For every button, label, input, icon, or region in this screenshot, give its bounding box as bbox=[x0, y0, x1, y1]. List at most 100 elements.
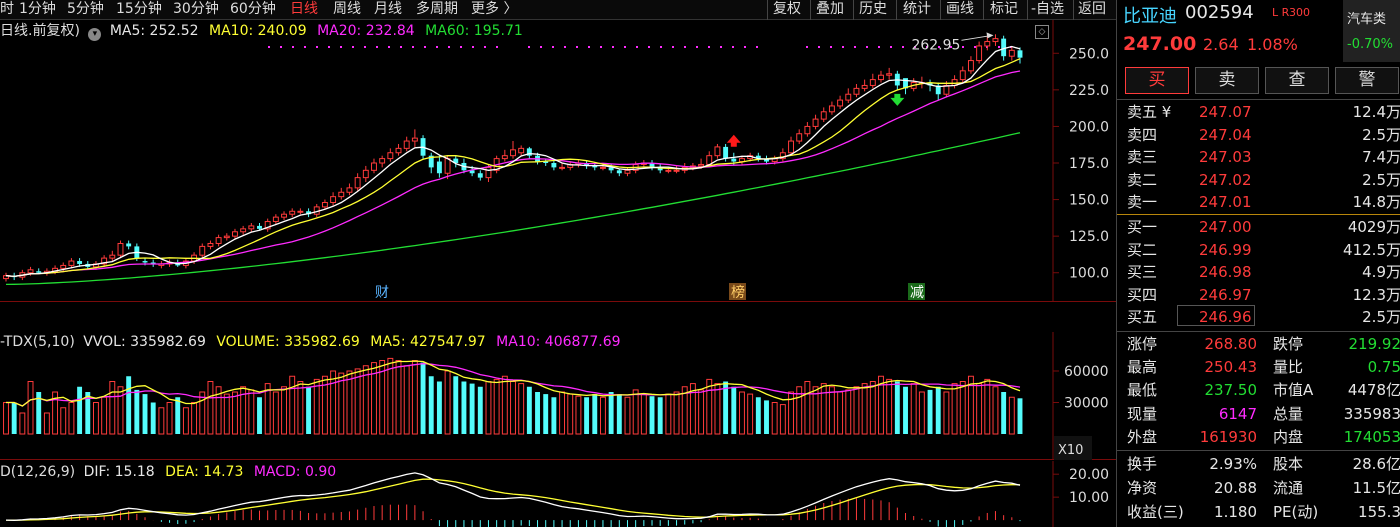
volume-bar-down bbox=[461, 381, 467, 434]
orderbook-label: 买一 bbox=[1127, 218, 1158, 236]
candle-up bbox=[60, 264, 67, 269]
tool-mark[interactable]: 标记 bbox=[990, 1, 1018, 17]
volume-bar-down bbox=[77, 386, 83, 434]
volume-bar-up bbox=[559, 391, 566, 435]
period-weekly[interactable]: 周线 bbox=[333, 1, 361, 17]
volume-bar-down bbox=[142, 394, 148, 434]
dotted-guide bbox=[424, 46, 426, 48]
dotted-guide bbox=[496, 46, 498, 48]
volume-bar-down bbox=[134, 389, 140, 434]
dotted-guide bbox=[552, 46, 554, 48]
volume-bar-up bbox=[681, 386, 688, 435]
candle-up bbox=[117, 242, 124, 256]
volume-bar-up bbox=[215, 386, 222, 435]
volume-bar-up bbox=[338, 372, 345, 435]
bid-row[interactable]: 买四 246.97 12.3万 bbox=[1117, 284, 1400, 306]
period-5min[interactable]: 5分钟 bbox=[67, 1, 104, 17]
volume-bar-down bbox=[657, 397, 663, 434]
period-multi[interactable]: 多周期 bbox=[416, 1, 458, 17]
dotted-guide bbox=[400, 46, 402, 48]
buy-button[interactable]: 买 bbox=[1125, 67, 1189, 94]
period-1min[interactable]: 1分钟 bbox=[19, 1, 56, 17]
tool-overlay[interactable]: 叠加 bbox=[816, 1, 844, 17]
dotted-guide bbox=[950, 46, 952, 48]
orderbook-price: 246.96 bbox=[1199, 308, 1252, 327]
tool-back[interactable]: 返回 bbox=[1078, 1, 1106, 17]
orderbook-price: 246.97 bbox=[1199, 285, 1252, 304]
divider bbox=[1117, 450, 1400, 451]
candle-down bbox=[526, 148, 532, 156]
dotted-guide bbox=[624, 46, 626, 48]
stock-tags: L R bbox=[1272, 6, 1290, 19]
volume-bar-up bbox=[967, 375, 974, 435]
tool-history[interactable]: 历史 bbox=[859, 1, 887, 17]
dotted-guide bbox=[636, 46, 638, 48]
tool-draw[interactable]: 画线 bbox=[946, 1, 974, 17]
dotted-guide bbox=[732, 46, 734, 48]
y-tick-label: 10.00 bbox=[1069, 490, 1109, 506]
period-60min[interactable]: 60分钟 bbox=[230, 1, 276, 17]
period-daily[interactable]: 日线 bbox=[290, 1, 318, 17]
stat-label: 换手 bbox=[1127, 455, 1158, 473]
period-monthly[interactable]: 月线 bbox=[374, 1, 402, 17]
ask-row[interactable]: 卖一 247.01 14.8万 bbox=[1117, 191, 1400, 213]
volume-bar-up bbox=[501, 375, 508, 435]
candle-up bbox=[779, 152, 786, 160]
dotted-guide bbox=[280, 46, 282, 48]
candle-down bbox=[436, 161, 442, 174]
volume-bar-up bbox=[714, 383, 721, 435]
stat-row: 最高 250.43 量比 0.75 bbox=[1117, 356, 1400, 378]
volume-ma10-line bbox=[6, 362, 1021, 407]
volume-bar-up bbox=[403, 365, 410, 435]
bid-row[interactable]: 买一 247.00 4029万 bbox=[1117, 216, 1400, 238]
period-more[interactable]: 更多 〉 bbox=[471, 1, 518, 17]
candle-down bbox=[1001, 38, 1007, 57]
volume-bar-up bbox=[199, 391, 206, 435]
tool-remove-watchlist[interactable]: -自选 bbox=[1031, 1, 1065, 17]
alert-button[interactable]: 警 bbox=[1335, 67, 1399, 94]
ask-row[interactable]: 卖四 247.04 2.5万 bbox=[1117, 124, 1400, 146]
orderbook-label: 买五 bbox=[1127, 308, 1158, 327]
volume-bar-up bbox=[52, 391, 59, 435]
tool-adjust[interactable]: 复权 bbox=[773, 1, 801, 17]
candle-up bbox=[199, 245, 206, 256]
sector-name: 汽车类 bbox=[1347, 12, 1387, 27]
candle-up bbox=[853, 87, 860, 95]
period-30min[interactable]: 30分钟 bbox=[173, 1, 219, 17]
volume-chart[interactable]: 30000 60000 bbox=[0, 332, 1116, 460]
volume-bar-up bbox=[330, 370, 337, 435]
volume-bar-up bbox=[910, 383, 917, 435]
tool-stats[interactable]: 统计 bbox=[903, 1, 931, 17]
volume-bar-up bbox=[289, 375, 296, 435]
dotted-guide bbox=[696, 46, 698, 48]
volume-bar-up bbox=[248, 389, 255, 435]
candle-down bbox=[150, 262, 156, 264]
bid-row[interactable]: 买三 246.98 4.9万 bbox=[1117, 261, 1400, 283]
period-15min[interactable]: 15分钟 bbox=[116, 1, 162, 17]
sector-box[interactable]: 汽车类 -0.70% bbox=[1343, 0, 1400, 62]
stat-label: 收益(三) bbox=[1127, 503, 1184, 521]
ask-row[interactable]: 卖二 247.02 2.5万 bbox=[1117, 169, 1400, 191]
expand-icon[interactable]: ◇ bbox=[1035, 25, 1049, 39]
bid-row[interactable]: 买五 246.96 2.5万 bbox=[1117, 306, 1400, 328]
sell-button[interactable]: 卖 bbox=[1195, 67, 1259, 94]
candle-up bbox=[371, 162, 377, 171]
query-button[interactable]: 查 bbox=[1265, 67, 1329, 94]
ask-row[interactable]: 卖三 247.03 7.4万 bbox=[1117, 146, 1400, 168]
y-tick-label: 100.0 bbox=[1069, 266, 1109, 282]
ask-row[interactable]: 卖五 ¥ 247.07 12.4万 bbox=[1117, 101, 1400, 123]
dotted-guide bbox=[576, 46, 578, 48]
ma5-line bbox=[5, 45, 1021, 278]
bid-row[interactable]: 买二 246.99 412.5万 bbox=[1117, 239, 1400, 261]
volume-bar-up bbox=[109, 381, 116, 435]
candlestick-chart[interactable]: 100.0 125.0 150.0 175.0 200.0 225.0 250.0 262.9… bbox=[0, 20, 1116, 302]
y-tick-label: 225.0 bbox=[1069, 83, 1109, 99]
dea-line bbox=[5, 478, 1021, 521]
settings-icon[interactable]: ▾ bbox=[88, 28, 102, 41]
orderbook-price: 247.07 bbox=[1199, 103, 1252, 121]
volume-bar-up bbox=[1008, 396, 1015, 435]
period-minute[interactable]: 时 bbox=[0, 1, 14, 17]
macd-chart[interactable]: 10.00 20.00 bbox=[0, 461, 1116, 527]
volume-bar-up bbox=[313, 378, 320, 435]
stat-row: 净资 20.88 流通 11.5亿 bbox=[1117, 477, 1400, 499]
